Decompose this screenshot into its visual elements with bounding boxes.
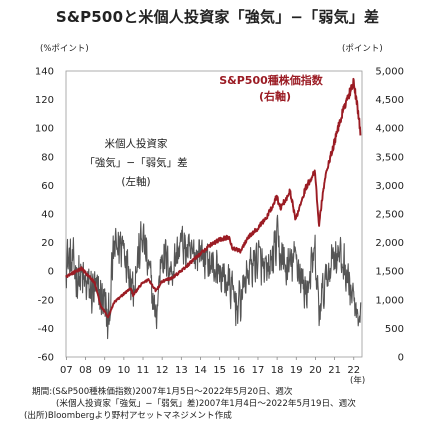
left-axis-unit: (%ポイント) — [40, 44, 89, 54]
x-tick-label: 08 — [79, 365, 92, 376]
right-tick-label: 3,500 — [375, 152, 404, 163]
right-tick-label: 2,000 — [375, 238, 404, 249]
left-tick-label: -20 — [38, 295, 54, 306]
left-tick-label: 0 — [48, 267, 54, 278]
note-period-2: (米個人投資家「強気」−「弱気」差)2007年1月4日〜2022年5月19日、週… — [56, 399, 356, 409]
x-tick-label: 17 — [252, 365, 265, 376]
x-tick-label: 22 — [347, 365, 360, 376]
sp500-label: S&P500種株価指数 — [219, 73, 324, 87]
x-tick-label: 07 — [60, 365, 73, 376]
x-tick-label: 20 — [309, 365, 322, 376]
left-tick-label: 140 — [35, 67, 54, 78]
x-tick-label: 09 — [98, 365, 111, 376]
x-tick-label: 18 — [271, 365, 284, 376]
sp500-axis-note: (右軸) — [259, 89, 291, 103]
right-tick-label: 4,000 — [375, 124, 404, 135]
right-tick-label: 1,500 — [375, 267, 404, 278]
left-tick-label: 60 — [41, 181, 54, 192]
left-tick-label: 120 — [35, 95, 54, 106]
sentiment-axis-note: (左軸) — [121, 175, 150, 188]
sentiment-label-2: 「強気」−「弱気」差 — [84, 156, 187, 169]
x-tick-label: 13 — [175, 365, 188, 376]
right-tick-label: 4,500 — [375, 95, 404, 106]
left-tick-label: -40 — [38, 324, 54, 335]
note-period: 期間:(S&P500種株価指数)2007年1月5日〜2022年5月20日、週次 — [32, 387, 293, 397]
x-tick-label: 15 — [213, 365, 226, 376]
right-axis-unit: (ポイント) — [342, 44, 383, 54]
left-tick-label: -60 — [38, 353, 54, 364]
plot-frame — [65, 70, 363, 358]
x-tick-label: 10 — [117, 365, 130, 376]
x-tick-label: 12 — [156, 365, 169, 376]
x-tick-label: 19 — [290, 365, 303, 376]
series-line-sentiment — [65, 214, 362, 340]
left-tick-label: 80 — [41, 152, 54, 163]
right-tick-label: 1,000 — [375, 295, 404, 306]
left-tick-label: 40 — [41, 210, 54, 221]
right-tick-label: 500 — [385, 324, 404, 335]
series-line-sp500 — [65, 77, 362, 319]
right-tick-label: 2,500 — [375, 210, 404, 221]
x-tick-label: 21 — [328, 365, 341, 376]
sentiment-label: 米個人投資家 — [105, 137, 168, 150]
right-tick-label: 3,000 — [375, 181, 404, 192]
left-tick-label: 100 — [35, 124, 54, 135]
x-tick-label: 16 — [232, 365, 245, 376]
left-tick-label: 20 — [41, 238, 54, 249]
note-source: (出所)Bloombergより野村アセットマネジメント作成 — [24, 411, 232, 421]
x-tick-label: 11 — [137, 365, 150, 376]
x-tick-label: 14 — [194, 365, 207, 376]
x-axis-unit: (年) — [350, 375, 365, 386]
chart-title: S&P500と米個人投資家「強気」−「弱気」差 — [55, 8, 380, 26]
right-tick-label: 5,000 — [375, 67, 404, 78]
right-tick-label: 0 — [398, 353, 404, 364]
